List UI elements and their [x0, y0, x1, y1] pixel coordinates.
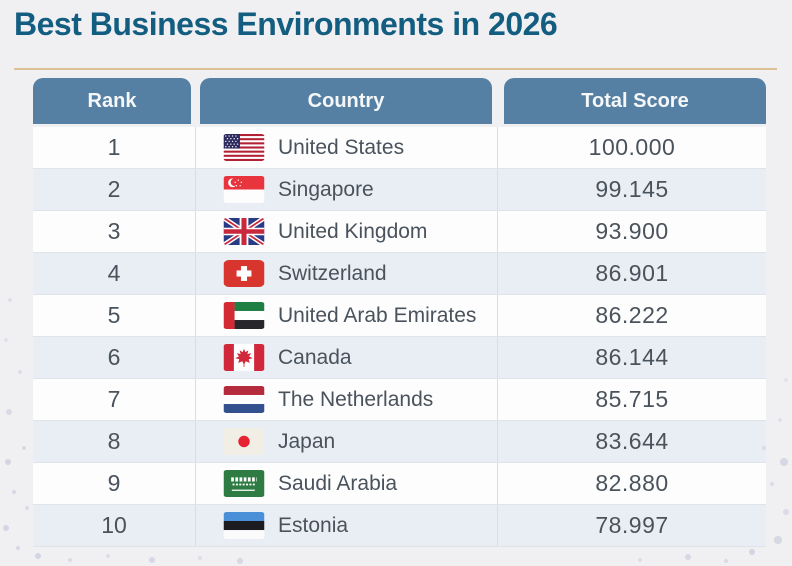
rank-cell: 2 [33, 169, 196, 210]
score-cell: 86.222 [595, 302, 669, 328]
singapore-flag-icon [223, 176, 265, 203]
saudi-arabia-flag-icon [223, 470, 265, 497]
table-row: 9 Saudi Arabia 82.880 [33, 463, 766, 505]
country-cell: Singapore [196, 169, 498, 210]
header-rank: Rank [33, 78, 191, 124]
united-states-flag-icon [223, 134, 265, 161]
score-cell: 86.144 [595, 344, 669, 370]
table-row: 8 Japan 83.644 [33, 421, 766, 463]
table-row: 7 The Netherlands 85.715 [33, 379, 766, 421]
country-name: Japan [278, 429, 336, 453]
title-divider [14, 68, 777, 70]
rank-cell: 9 [33, 463, 196, 504]
country-cell: Japan [196, 421, 498, 462]
canada-flag-icon [223, 344, 265, 371]
rank-cell: 1 [33, 127, 196, 168]
ranking-table: Rank Country Total Score 1 United States [33, 78, 766, 547]
table-row: 2 Singapore 99.145 [33, 169, 766, 211]
table-row: 10 Estonia 78.997 [33, 505, 766, 547]
country-name: Saudi Arabia [278, 471, 398, 495]
score-cell: 93.900 [595, 218, 669, 244]
country-cell: Estonia [196, 505, 498, 546]
header-country: Country [200, 78, 492, 124]
page-title: Best Business Environments in 2026 [14, 6, 558, 42]
united-kingdom-flag-icon [223, 218, 265, 245]
japan-flag-icon [223, 428, 265, 455]
country-name: Singapore [278, 177, 374, 201]
country-name: United States [278, 135, 405, 159]
table-body: 1 United States 100.000 2 [33, 127, 766, 547]
table-header: Rank Country Total Score [33, 78, 766, 124]
country-cell: The Netherlands [196, 379, 498, 420]
rank-cell: 8 [33, 421, 196, 462]
country-name: United Arab Emirates [278, 303, 477, 327]
table-row: 3 United Kingdom 93.900 [33, 211, 766, 253]
rank-cell: 5 [33, 295, 196, 336]
country-cell: Saudi Arabia [196, 463, 498, 504]
rank-cell: 3 [33, 211, 196, 252]
country-cell: Canada [196, 337, 498, 378]
country-cell: Switzerland [196, 253, 498, 294]
score-cell: 100.000 [588, 134, 676, 160]
score-cell: 85.715 [595, 386, 669, 412]
country-name: The Netherlands [278, 387, 434, 411]
score-cell: 83.644 [595, 428, 669, 454]
table-row: 4 Switzerland 86.901 [33, 253, 766, 295]
uae-flag-icon [223, 302, 265, 329]
country-cell: United Kingdom [196, 211, 498, 252]
score-cell: 99.145 [595, 176, 669, 202]
score-cell: 82.880 [595, 470, 669, 496]
rank-cell: 10 [33, 505, 196, 546]
country-cell: United Arab Emirates [196, 295, 498, 336]
estonia-flag-icon [223, 512, 265, 539]
table-row: 1 United States 100.000 [33, 127, 766, 169]
table-row: 5 United Arab Emirates 86.222 [33, 295, 766, 337]
rank-cell: 6 [33, 337, 196, 378]
netherlands-flag-icon [223, 386, 265, 413]
country-name: Canada [278, 345, 352, 369]
score-cell: 86.901 [595, 260, 669, 286]
header-score: Total Score [504, 78, 766, 124]
country-name: United Kingdom [278, 219, 428, 243]
switzerland-flag-icon [223, 260, 265, 287]
country-name: Switzerland [278, 261, 387, 285]
table-row: 6 Canada 86.144 [33, 337, 766, 379]
score-cell: 78.997 [595, 512, 669, 538]
country-cell: United States [196, 127, 498, 168]
rank-cell: 7 [33, 379, 196, 420]
rank-cell: 4 [33, 253, 196, 294]
country-name: Estonia [278, 513, 349, 537]
